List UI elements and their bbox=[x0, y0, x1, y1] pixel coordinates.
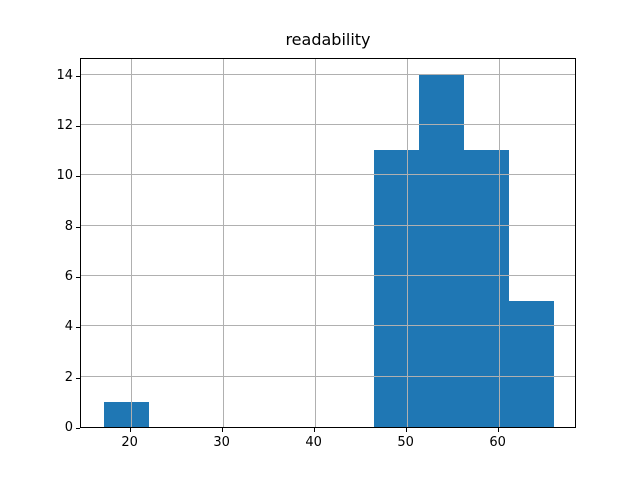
y-gridline bbox=[81, 325, 575, 327]
y-tick-label: 12 bbox=[56, 118, 73, 133]
y-tick-label: 8 bbox=[64, 218, 73, 234]
y-tick-mark bbox=[76, 126, 80, 127]
x-tick-mark bbox=[221, 428, 223, 432]
x-gridline bbox=[314, 59, 316, 427]
y-tick-label: 14 bbox=[56, 67, 73, 83]
x-tick-label: 50 bbox=[397, 435, 414, 450]
y-tick-mark bbox=[76, 377, 80, 379]
x-gridline bbox=[498, 59, 500, 427]
y-tick-label: 4 bbox=[64, 319, 73, 335]
y-tick-mark bbox=[76, 75, 80, 77]
x-tick-label: 30 bbox=[213, 435, 230, 450]
x-tick-mark bbox=[313, 428, 315, 432]
y-tick-mark bbox=[76, 428, 80, 429]
y-gridline bbox=[81, 73, 575, 75]
y-tick-label: 6 bbox=[64, 269, 73, 284]
histogram-bar bbox=[374, 150, 420, 427]
chart-title: readability bbox=[285, 30, 371, 49]
histogram-bar bbox=[464, 150, 510, 427]
x-tick-label: 40 bbox=[305, 435, 322, 450]
y-tick-mark bbox=[76, 226, 80, 228]
y-tick-mark bbox=[76, 277, 80, 278]
x-tick-mark bbox=[497, 428, 499, 432]
y-tick-mark bbox=[76, 176, 80, 178]
y-gridline bbox=[81, 174, 575, 176]
y-tick-label: 10 bbox=[56, 168, 73, 184]
histogram-bar bbox=[419, 74, 465, 427]
y-gridline bbox=[81, 124, 575, 125]
x-tick-label: 20 bbox=[121, 435, 138, 450]
plot-area bbox=[80, 58, 576, 428]
x-tick-mark bbox=[129, 428, 131, 432]
x-gridline bbox=[406, 59, 408, 427]
y-tick-label: 0 bbox=[64, 420, 73, 435]
histogram-bar bbox=[103, 401, 149, 427]
y-tick-mark bbox=[76, 327, 80, 329]
y-tick-label: 2 bbox=[64, 369, 73, 385]
y-gridline bbox=[81, 275, 575, 276]
histogram-bar bbox=[509, 301, 555, 427]
y-gridline bbox=[81, 224, 575, 226]
x-tick-label: 60 bbox=[489, 435, 506, 450]
x-tick-mark bbox=[405, 428, 407, 432]
x-gridline bbox=[222, 59, 224, 427]
y-gridline bbox=[81, 375, 575, 377]
x-gridline bbox=[130, 59, 132, 427]
